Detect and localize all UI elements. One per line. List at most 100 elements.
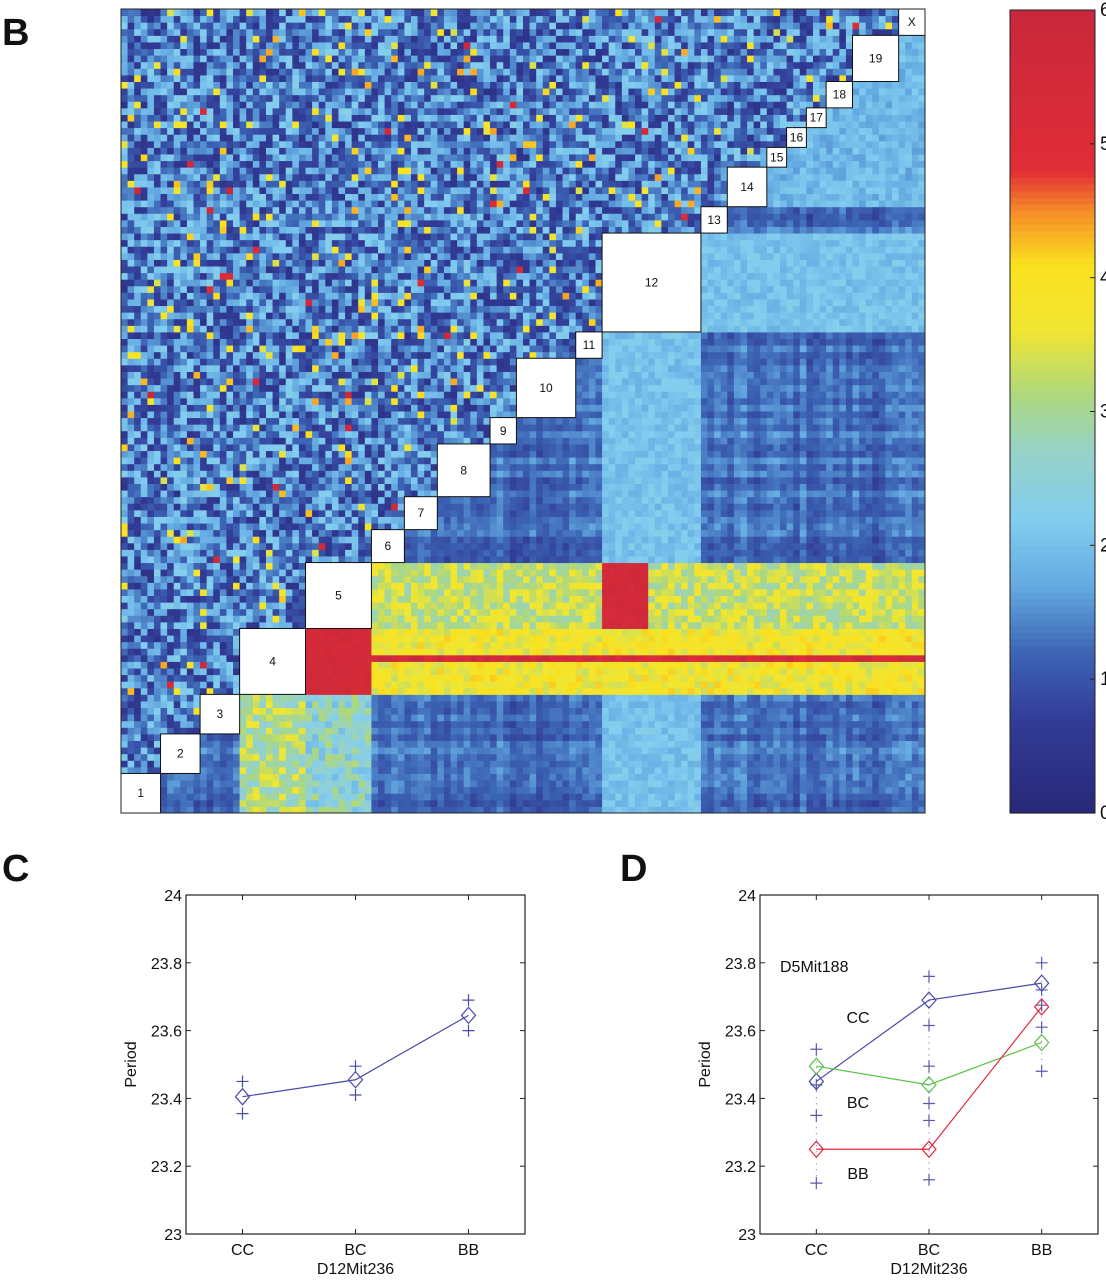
heatmap-cell: [206, 740, 214, 748]
heatmap-cell: [285, 536, 293, 544]
heatmap-cell: [338, 266, 346, 274]
heatmap-cell: [378, 259, 386, 267]
heatmap-cell: [140, 331, 148, 340]
heatmap-cell: [140, 569, 148, 577]
heatmap-cell: [127, 674, 135, 682]
heatmap-cell: [173, 180, 181, 188]
heatmap-cell: [358, 74, 366, 82]
heatmap-cell: [239, 549, 247, 557]
heatmap-cell: [233, 298, 241, 307]
heatmap-cell: [147, 15, 155, 23]
heatmap-cell: [167, 298, 175, 307]
heatmap-cell: [160, 88, 168, 96]
heatmap-cell: [272, 358, 280, 366]
heatmap-cell: [167, 681, 175, 689]
heatmap-cell: [318, 252, 326, 260]
heatmap-cell: [233, 285, 241, 293]
heatmap-cell: [134, 331, 142, 340]
heatmap-cell: [153, 15, 162, 23]
heatmap-cell: [285, 793, 293, 801]
heatmap-cell: [397, 509, 405, 517]
heatmap-cell: [127, 509, 135, 517]
heatmap-cell: [134, 127, 142, 135]
heatmap-cell: [384, 457, 392, 465]
heatmap-cell: [318, 404, 326, 412]
heatmap-cell: [345, 463, 353, 471]
heatmap-cell: [239, 9, 247, 17]
heatmap-cell: [331, 279, 339, 287]
heatmap-cell: [345, 160, 353, 168]
heatmap-cell: [397, 305, 405, 313]
heatmap-cell: [219, 28, 227, 36]
heatmap-cell: [252, 15, 260, 23]
heatmap-cell: [404, 621, 412, 629]
heatmap-cell: [391, 35, 399, 43]
heatmap-cell: [351, 417, 359, 425]
heatmap-cell: [371, 476, 379, 484]
heatmap-cell: [173, 503, 181, 511]
heatmap-cell: [378, 206, 386, 214]
heatmap-cell: [127, 114, 135, 122]
heatmap-cell: [259, 582, 267, 590]
heatmap-cell: [272, 28, 280, 36]
heatmap-cell: [121, 733, 129, 742]
heatmap-cell: [351, 404, 359, 412]
heatmap-cell: [318, 371, 326, 379]
heatmap-cell: [134, 285, 142, 293]
heatmap-cell: [378, 733, 386, 742]
heatmap-cell: [206, 9, 214, 17]
heatmap-cell: [206, 279, 214, 287]
heatmap-cell: [140, 121, 148, 129]
heatmap-cell: [219, 206, 227, 214]
heatmap-cell: [206, 28, 214, 36]
heatmap-cell: [239, 773, 247, 781]
heatmap-cell: [331, 272, 339, 280]
heatmap-cell: [351, 760, 359, 768]
heatmap-cell: [338, 186, 346, 195]
heatmap-cell: [121, 200, 129, 208]
heatmap-cell: [292, 621, 300, 629]
heatmap-cell: [186, 476, 194, 484]
heatmap-cell: [147, 371, 155, 379]
heatmap-cell: [351, 437, 359, 445]
heatmap-cell: [345, 674, 353, 682]
heatmap-cell: [272, 430, 280, 438]
heatmap-cell: [331, 635, 339, 643]
heatmap-cell: [239, 714, 247, 722]
heatmap-cell: [272, 206, 280, 214]
heatmap-cell: [180, 588, 188, 597]
heatmap-cell: [213, 213, 221, 221]
heatmap-cell: [200, 252, 208, 260]
heatmap-cell: [252, 107, 260, 115]
heatmap-cell: [331, 483, 339, 491]
heatmap-cell: [239, 107, 247, 115]
heatmap-cell: [404, 694, 412, 702]
heatmap-cell: [364, 549, 372, 557]
heatmap-cell: [378, 397, 386, 405]
heatmap-cell: [180, 463, 188, 471]
heatmap-cell: [318, 786, 326, 794]
heatmap-cell: [272, 81, 280, 89]
heatmap-cell: [147, 569, 155, 577]
heatmap-cell: [239, 503, 247, 511]
heatmap-cell: [127, 88, 135, 96]
heatmap-cell: [134, 463, 142, 471]
heatmap-cell: [200, 35, 208, 43]
heatmap-cell: [371, 68, 379, 76]
heatmap-cell: [134, 397, 142, 405]
heatmap-cell: [173, 285, 181, 293]
heatmap-cell: [153, 621, 162, 629]
heatmap-cell: [285, 41, 293, 50]
heatmap-cell: [239, 490, 247, 498]
heatmap-cell: [239, 516, 247, 524]
heatmap-cell: [312, 641, 320, 649]
heatmap-cell: [206, 233, 214, 241]
heatmap-cell: [312, 61, 320, 69]
heatmap-cell: [397, 621, 405, 629]
heatmap-cell: [364, 668, 372, 676]
heatmap-cell: [345, 213, 353, 221]
heatmap-cell: [213, 55, 221, 63]
heatmap-cell: [325, 279, 333, 287]
heatmap-cell: [160, 101, 168, 109]
heatmap-cell: [246, 615, 254, 623]
